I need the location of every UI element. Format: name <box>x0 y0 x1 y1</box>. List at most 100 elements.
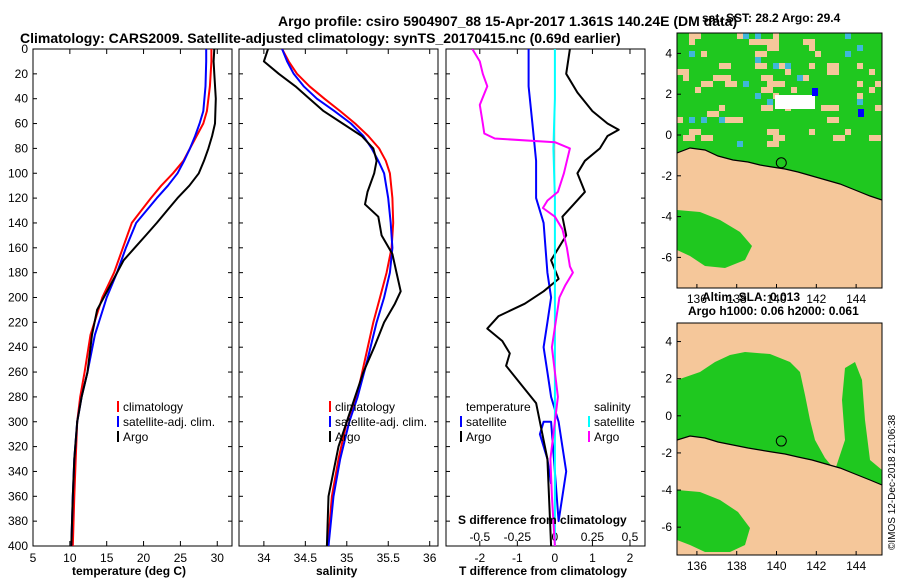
y-tick-label: 220 <box>8 315 28 329</box>
sla-coastline <box>677 435 882 486</box>
series-climatology <box>71 49 213 546</box>
x-tick-label: 1 <box>589 551 596 565</box>
map-x-tick-label: 144 <box>846 292 866 306</box>
sla-map-axis: 136 138 140 142 144 4 2 0 -2 -4 -6 <box>661 335 866 573</box>
map-y-tick-label: 4 <box>665 335 672 349</box>
y-tick-label: 280 <box>8 390 28 404</box>
x2-tick-label: -0.5 <box>469 530 490 544</box>
temperature-plot <box>70 49 217 546</box>
sst-cool-pixel <box>797 75 803 81</box>
map-y-tick-label: 2 <box>665 87 672 101</box>
map-y-tick-label: -4 <box>661 483 672 497</box>
y-tick-label: 60 <box>15 117 29 131</box>
sst-cool-pixel <box>743 33 749 39</box>
sst-land-pixel <box>725 117 731 123</box>
map-x-tick-label: 140 <box>766 559 786 573</box>
difference-x2label: S difference from climatology <box>458 513 627 527</box>
x-tick-label: 10 <box>63 551 77 565</box>
sst-cool-pixel <box>755 93 761 99</box>
y-tick-label: 200 <box>8 291 28 305</box>
series-s-satellite <box>552 49 556 546</box>
x-tick-label: -2 <box>474 551 485 565</box>
series-satellite-adj-clim- <box>70 49 208 546</box>
x-tick-label: 15 <box>100 551 114 565</box>
sst-cool-pixel <box>689 51 695 57</box>
salinity-plot <box>262 49 402 546</box>
sst-land-pixel <box>767 141 779 147</box>
sst-cool-pixel <box>773 63 779 69</box>
sst-land-pixel <box>875 81 881 87</box>
sst-land-pixel <box>815 51 821 57</box>
imos-timestamp: ©IMOS 12-Dec-2018 21:06:38 <box>887 414 898 550</box>
map-y-tick-label: 0 <box>665 128 672 142</box>
sst-land-pixel <box>827 69 839 75</box>
sst-cool-pixel <box>755 57 761 63</box>
map-x-tick-label: 142 <box>806 559 826 573</box>
sst-cloud-gap <box>775 95 815 109</box>
sst-land-pixel <box>785 69 791 75</box>
sst-land-pixel <box>731 117 743 123</box>
sst-land-pixel <box>719 63 731 69</box>
sst-cool-pixel <box>719 117 725 123</box>
sst-map-axis: 136 138 140 142 144 4 2 0 -2 -4 -6 <box>661 46 866 306</box>
y-tick-label: 340 <box>8 464 28 478</box>
sst-land-pixel <box>857 81 863 87</box>
x-tick-label: 2 <box>627 551 634 565</box>
y-tick-label: 120 <box>8 191 28 205</box>
temperature-legend: climatology satellite-adj. clim. Argo <box>117 400 215 444</box>
sst-map-frame <box>676 32 883 289</box>
difference-plot <box>471 49 620 546</box>
sst-land-pixel <box>755 51 767 57</box>
sst-land-pixel <box>779 63 785 69</box>
title-line1: Argo profile: csiro 5904907_88 15-Apr-20… <box>278 13 737 29</box>
salinity-xlabel: salinity <box>316 564 358 578</box>
sst-cool-pixel <box>737 141 743 147</box>
map-x-tick-label: 136 <box>687 559 707 573</box>
series-s-argo <box>471 49 574 546</box>
x-tick-label: 30 <box>211 551 225 565</box>
sst-land-pixel <box>809 45 815 51</box>
y-tick-label: 20 <box>15 67 29 81</box>
sla-map-title: Altim. SLA: 0.013 <box>702 290 800 304</box>
x2-tick-label: 0.25 <box>581 530 605 544</box>
y-tick-label: 0 <box>21 42 28 56</box>
x2-tick-label: 0.5 <box>622 530 639 544</box>
sst-cool-pixel <box>857 99 863 105</box>
sst-land-pixel <box>869 69 875 75</box>
y-tick-label: 180 <box>8 266 28 280</box>
map-x-tick-label: 138 <box>727 292 747 306</box>
sst-land-pixel <box>761 105 773 111</box>
x-tick-label: 35.5 <box>377 551 401 565</box>
difference-axis: -2 -1 0 1 2-0.5 -0.25 0 0.25 0.5 <box>446 48 645 565</box>
sst-land-pixel <box>755 63 767 69</box>
sst-land-pixel <box>767 45 779 51</box>
sst-coastline <box>677 147 882 201</box>
map-y-tick-label: -4 <box>661 210 672 224</box>
sst-land-pixel <box>809 63 815 69</box>
x-tick-label: 34.5 <box>294 551 318 565</box>
sst-land-pixel <box>875 105 881 111</box>
sst-land-pixel <box>695 87 701 93</box>
sst-land-pixel <box>683 75 689 81</box>
sst-land-pixel <box>833 135 845 141</box>
sst-land-pixel <box>773 39 779 45</box>
sst-cool-pixel <box>845 33 851 39</box>
sst-land-pixel <box>677 117 683 123</box>
sst-land-pixel <box>803 39 809 45</box>
y-tick-label: 240 <box>8 340 28 354</box>
sal-legend-satellite-label: satellite-adj. clim. <box>335 415 427 429</box>
map-y-tick-label: -6 <box>661 520 672 534</box>
sst-land-pixel <box>827 63 839 69</box>
y-tick-label: 140 <box>8 216 28 230</box>
x-tick-label: 20 <box>137 551 151 565</box>
series-climatology <box>281 49 395 546</box>
sst-land-pixel <box>827 117 839 123</box>
sst-cool-pixel <box>743 81 749 87</box>
x-tick-label: 5 <box>30 551 37 565</box>
sst-cool-pixel <box>701 117 707 123</box>
sst-land-pixel <box>719 105 725 111</box>
sst-land-pixel <box>767 129 779 135</box>
sst-land-pixel <box>689 33 701 39</box>
sst-land-pixel <box>677 69 689 75</box>
sst-cool-pixel <box>785 63 791 69</box>
